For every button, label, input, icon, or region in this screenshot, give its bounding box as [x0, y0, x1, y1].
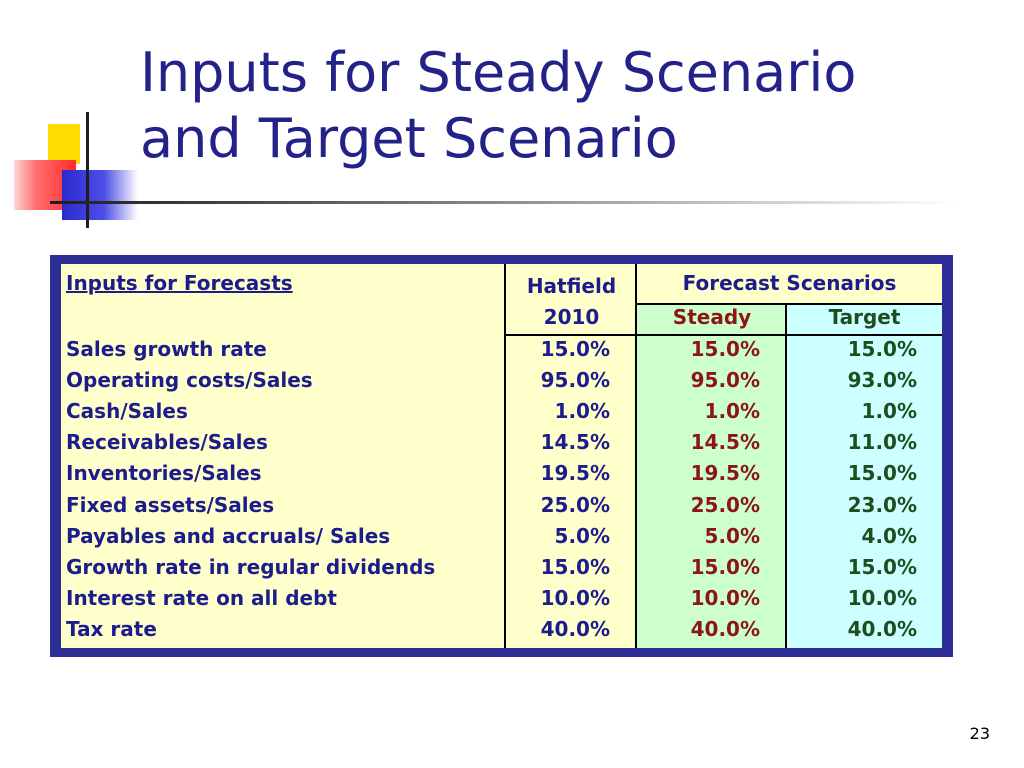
row-target-value: 11.0% — [847, 430, 917, 455]
row-label: Tax rate — [66, 616, 157, 641]
steady-column-fill — [637, 304, 787, 648]
rule-left-of-hatfield — [504, 264, 506, 648]
row-steady-value: 1.0% — [704, 399, 760, 424]
row-target-value: 40.0% — [847, 616, 917, 641]
row-label: Payables and accruals/ Sales — [66, 523, 391, 548]
row-hatfield-value: 15.0% — [540, 337, 610, 361]
row-steady-value: 14.5% — [690, 430, 760, 455]
row-hatfield-value: 40.0% — [540, 616, 610, 641]
row-steady-value: 40.0% — [690, 616, 760, 641]
slide-title: Inputs for Steady Scenario and Target Sc… — [140, 40, 1000, 172]
row-steady-value: 10.0% — [690, 585, 760, 610]
row-hatfield-value: 14.5% — [540, 430, 610, 455]
header-steady: Steady — [672, 305, 752, 329]
row-label: Fixed assets/Sales — [66, 492, 275, 517]
header-year: 2010 — [543, 305, 600, 329]
row-steady-value: 19.5% — [690, 461, 760, 486]
ornament-vertical-line — [86, 112, 89, 228]
row-label: Receivables/Sales — [66, 430, 268, 455]
inputs-for-forecasts-link[interactable]: Inputs for Forecasts — [66, 271, 293, 295]
row-steady-value: 5.0% — [704, 523, 760, 548]
row-hatfield-value: 25.0% — [540, 492, 610, 517]
row-hatfield-value: 19.5% — [540, 461, 610, 486]
row-label: Cash/Sales — [66, 399, 188, 424]
row-target-value: 10.0% — [847, 585, 917, 610]
row-label: Interest rate on all debt — [66, 585, 337, 610]
rule-left-of-scenarios — [635, 264, 637, 648]
ornament-blue-square — [62, 170, 138, 220]
scenario-header-fill — [637, 264, 942, 304]
row-hatfield-value: 95.0% — [540, 368, 610, 393]
row-label: Growth rate in regular dividends — [66, 554, 436, 579]
slide-title-line2: and Target Scenario — [140, 107, 678, 170]
forecast-inputs-table: Inputs for Forecasts Hatfield 2010 Forec… — [50, 255, 953, 657]
rule-under-header — [504, 334, 942, 336]
row-label: Sales growth rate — [66, 337, 267, 361]
header-target: Target — [828, 305, 901, 329]
row-target-value: 15.0% — [847, 461, 917, 486]
row-label: Inventories/Sales — [66, 461, 262, 486]
row-target-value: 1.0% — [861, 399, 917, 424]
ornament-yellow-square — [48, 124, 80, 164]
table-body: Inputs for Forecasts Hatfield 2010 Forec… — [61, 264, 942, 648]
row-target-value: 15.0% — [847, 554, 917, 579]
row-hatfield-value: 10.0% — [540, 585, 610, 610]
page-number: 23 — [969, 724, 990, 743]
header-hatfield: Hatfield — [526, 274, 617, 298]
rule-between-steady-target — [785, 304, 787, 648]
row-hatfield-value: 15.0% — [540, 554, 610, 579]
row-hatfield-value: 5.0% — [554, 523, 610, 548]
row-target-value: 15.0% — [847, 337, 917, 361]
row-steady-value: 15.0% — [690, 337, 760, 361]
row-target-value: 93.0% — [847, 368, 917, 393]
title-underline — [50, 201, 960, 204]
row-steady-value: 25.0% — [690, 492, 760, 517]
header-forecast-scenarios: Forecast Scenarios — [682, 271, 897, 295]
target-column-fill — [787, 264, 942, 648]
row-steady-value: 15.0% — [690, 554, 760, 579]
slide-title-line1: Inputs for Steady Scenario — [140, 41, 857, 104]
row-hatfield-value: 1.0% — [554, 399, 610, 424]
row-target-value: 4.0% — [861, 523, 917, 548]
row-steady-value: 95.0% — [690, 368, 760, 393]
row-target-value: 23.0% — [847, 492, 917, 517]
row-label: Operating costs/Sales — [66, 368, 313, 393]
rule-under-forecast-scenarios — [637, 303, 942, 305]
corner-ornament — [0, 0, 140, 230]
